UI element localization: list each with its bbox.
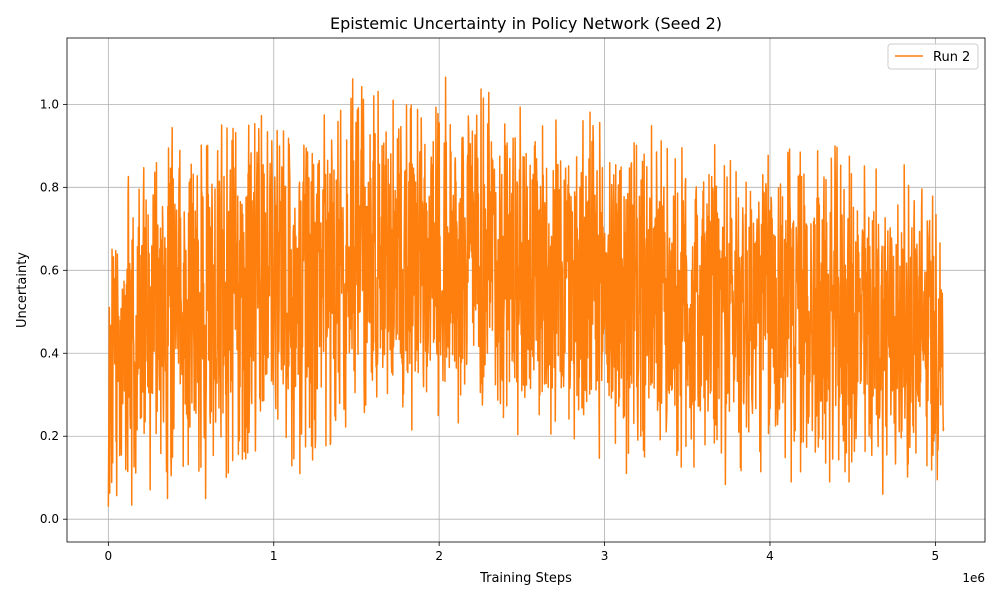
legend: Run 2 — [887, 43, 979, 70]
ticks-layer: 0 1 2 3 4 5 0.0 0.2 0.4 0.6 0.8 1.0 — [40, 97, 939, 563]
y-tick-label: 0.6 — [40, 263, 59, 277]
x-tick-label: 2 — [435, 549, 443, 563]
chart-title: Epistemic Uncertainty in Policy Network … — [330, 14, 722, 33]
y-tick-label: 1.0 — [40, 97, 59, 111]
y-tick-label: 0.8 — [40, 180, 59, 194]
y-axis-label: Uncertainty — [15, 252, 30, 328]
y-tick-label: 0.0 — [40, 512, 59, 526]
series-line-run-2 — [107, 76, 945, 507]
x-tick-label: 4 — [766, 549, 774, 563]
x-tick-label: 0 — [105, 549, 113, 563]
y-tick-label: 0.2 — [40, 429, 59, 443]
plot-frame — [66, 37, 986, 543]
x-tick-label: 3 — [601, 549, 609, 563]
x-axis-label: Training Steps — [479, 571, 572, 586]
x-axis-scale-label: 1e6 — [962, 571, 985, 585]
series-layer — [107, 76, 945, 507]
legend-box — [887, 43, 979, 70]
legend-label-run-2: Run 2 — [933, 50, 970, 65]
x-tick-label: 5 — [932, 549, 940, 563]
x-tick-label: 1 — [270, 549, 278, 563]
y-tick-label: 0.4 — [40, 346, 59, 360]
